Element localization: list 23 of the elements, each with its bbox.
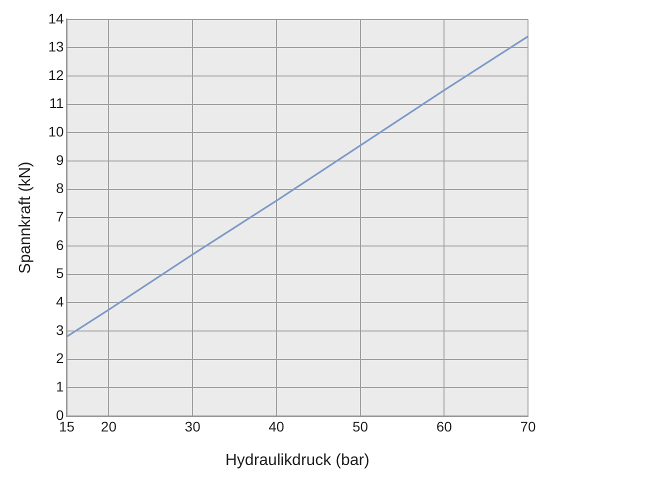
y-tick-label: 6: [56, 236, 64, 253]
x-tick-label: 70: [520, 418, 536, 434]
y-tick-label: 10: [48, 124, 64, 140]
y-tick-label: 7: [56, 208, 64, 225]
y-axis-title: Spannkraft (kN): [17, 162, 34, 274]
y-tick-label: 2: [56, 350, 64, 366]
x-tick-label: 20: [100, 418, 117, 434]
y-tick-label: 3: [56, 322, 64, 338]
y-tick-label: 11: [49, 95, 64, 112]
y-tick-label: 5: [56, 265, 64, 282]
y-tick-label: 9: [56, 152, 64, 168]
y-tick-label: 12: [48, 66, 64, 83]
x-axis-title: Hydraulikdruck (bar): [225, 452, 370, 469]
y-tick-label: 8: [56, 180, 64, 196]
x-tick-label: 60: [436, 418, 452, 434]
x-tick-label: 50: [352, 418, 368, 434]
y-tick-label: 1: [56, 378, 64, 395]
y-tick-label: 0: [56, 406, 64, 423]
x-tick-label: 40: [268, 418, 284, 434]
y-tick-label: 4: [56, 294, 64, 310]
x-tick-label: 30: [184, 418, 201, 434]
y-tick-label: 14: [48, 10, 64, 26]
y-tick-label: 13: [48, 38, 64, 55]
